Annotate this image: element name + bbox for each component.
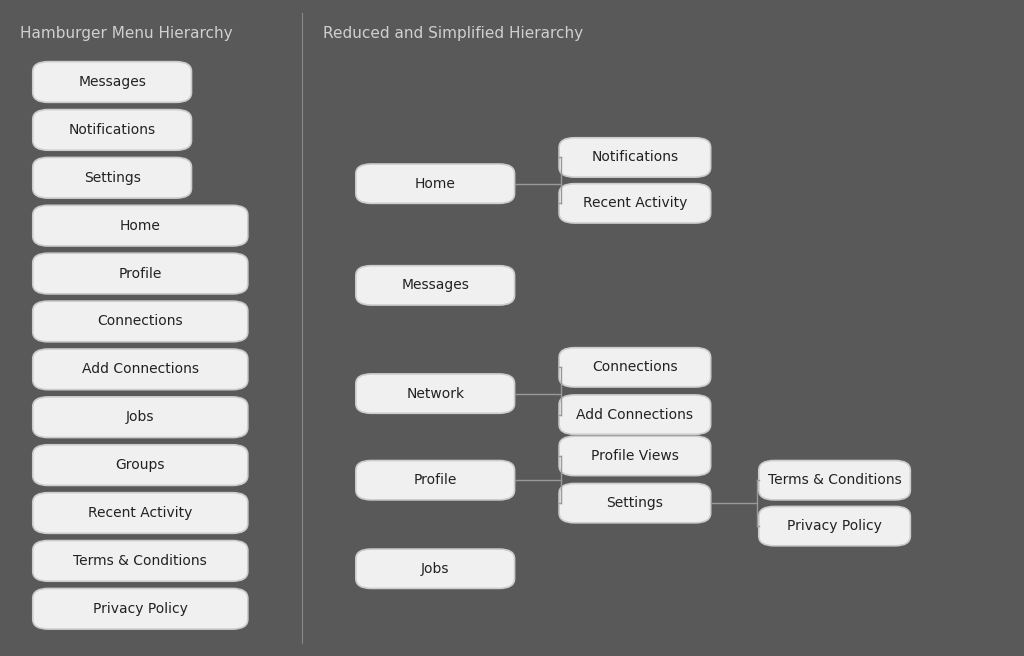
Text: Messages: Messages (401, 278, 469, 293)
Text: Jobs: Jobs (126, 410, 155, 424)
FancyBboxPatch shape (33, 541, 248, 581)
Text: Privacy Policy: Privacy Policy (787, 519, 882, 533)
Text: Network: Network (407, 386, 464, 401)
FancyBboxPatch shape (759, 461, 910, 500)
Text: Terms & Conditions: Terms & Conditions (74, 554, 207, 568)
Text: Home: Home (120, 218, 161, 233)
Text: Profile: Profile (119, 266, 162, 281)
FancyBboxPatch shape (356, 164, 514, 203)
FancyBboxPatch shape (33, 62, 191, 102)
FancyBboxPatch shape (33, 397, 248, 438)
Text: Profile Views: Profile Views (591, 449, 679, 463)
FancyBboxPatch shape (356, 266, 514, 305)
Text: Notifications: Notifications (591, 150, 679, 165)
FancyBboxPatch shape (33, 301, 248, 342)
FancyBboxPatch shape (356, 549, 514, 588)
Text: Add Connections: Add Connections (577, 407, 693, 422)
Text: Jobs: Jobs (421, 562, 450, 576)
FancyBboxPatch shape (33, 157, 191, 198)
Text: Connections: Connections (97, 314, 183, 329)
Text: Groups: Groups (116, 458, 165, 472)
FancyBboxPatch shape (33, 349, 248, 390)
Text: Profile: Profile (414, 473, 457, 487)
Text: Settings: Settings (84, 171, 140, 185)
FancyBboxPatch shape (559, 184, 711, 223)
FancyBboxPatch shape (356, 374, 514, 413)
FancyBboxPatch shape (33, 493, 248, 533)
FancyBboxPatch shape (33, 588, 248, 629)
FancyBboxPatch shape (356, 461, 514, 500)
FancyBboxPatch shape (559, 395, 711, 434)
Text: Recent Activity: Recent Activity (88, 506, 193, 520)
Text: Home: Home (415, 176, 456, 191)
FancyBboxPatch shape (33, 110, 191, 150)
FancyBboxPatch shape (33, 253, 248, 294)
FancyBboxPatch shape (559, 348, 711, 387)
Text: Privacy Policy: Privacy Policy (93, 602, 187, 616)
Text: Recent Activity: Recent Activity (583, 196, 687, 211)
Text: Settings: Settings (606, 496, 664, 510)
Text: Notifications: Notifications (69, 123, 156, 137)
FancyBboxPatch shape (33, 205, 248, 246)
FancyBboxPatch shape (759, 506, 910, 546)
Text: Hamburger Menu Hierarchy: Hamburger Menu Hierarchy (20, 26, 233, 41)
FancyBboxPatch shape (33, 445, 248, 485)
Text: Terms & Conditions: Terms & Conditions (768, 473, 901, 487)
Text: Add Connections: Add Connections (82, 362, 199, 377)
Text: Messages: Messages (78, 75, 146, 89)
FancyBboxPatch shape (559, 483, 711, 523)
FancyBboxPatch shape (559, 436, 711, 476)
Text: Connections: Connections (592, 360, 678, 375)
Text: Reduced and Simplified Hierarchy: Reduced and Simplified Hierarchy (323, 26, 583, 41)
FancyBboxPatch shape (559, 138, 711, 177)
